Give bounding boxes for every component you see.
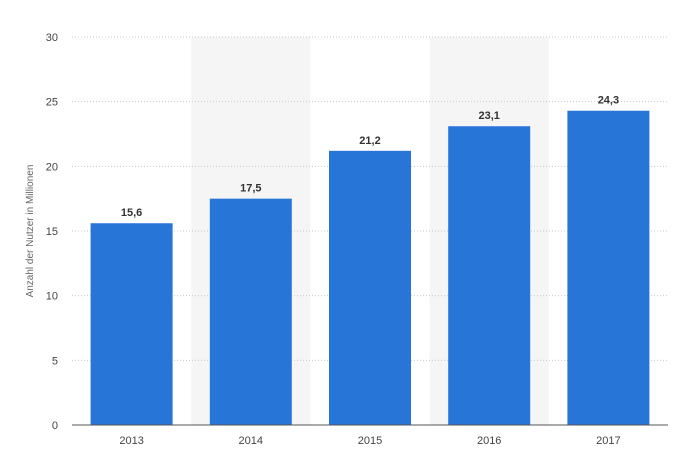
y-tick-label-5: 5	[52, 355, 58, 367]
x-tick-label-2015: 2015	[358, 435, 382, 447]
data-label-2017: 24,3	[598, 95, 619, 107]
x-axis-ticks: 2013 2014 2015 2016 2017	[119, 435, 620, 447]
bar-2013	[90, 223, 173, 425]
data-label-2014: 17,5	[240, 183, 261, 195]
y-axis-label: Anzahl der Nutzer in Millionen	[25, 165, 36, 298]
x-tick-label-2013: 2013	[119, 435, 143, 447]
bar-2015	[329, 150, 411, 425]
bars	[90, 110, 650, 426]
y-axis-ticks: 0 5 10 15 20 25 30	[46, 32, 58, 432]
y-tick-label-30: 30	[46, 32, 58, 44]
x-tick-label-2014: 2014	[239, 435, 263, 447]
data-label-2013: 15,6	[121, 207, 142, 219]
data-label-2015: 21,2	[359, 135, 380, 147]
data-labels: 15,6 17,5 21,2 23,1 24,3	[121, 95, 619, 220]
bar-2017	[567, 110, 650, 425]
bar-2014	[209, 198, 292, 425]
y-tick-label-0: 0	[52, 420, 58, 432]
data-label-2016: 23,1	[478, 110, 499, 122]
x-tick-label-2017: 2017	[596, 435, 620, 447]
bar-2016	[448, 126, 531, 426]
y-tick-label-25: 25	[46, 97, 58, 109]
y-tick-label-10: 10	[46, 291, 58, 303]
x-tick-label-2016: 2016	[477, 435, 501, 447]
y-tick-label-20: 20	[46, 161, 58, 173]
y-tick-label-15: 15	[46, 226, 58, 238]
